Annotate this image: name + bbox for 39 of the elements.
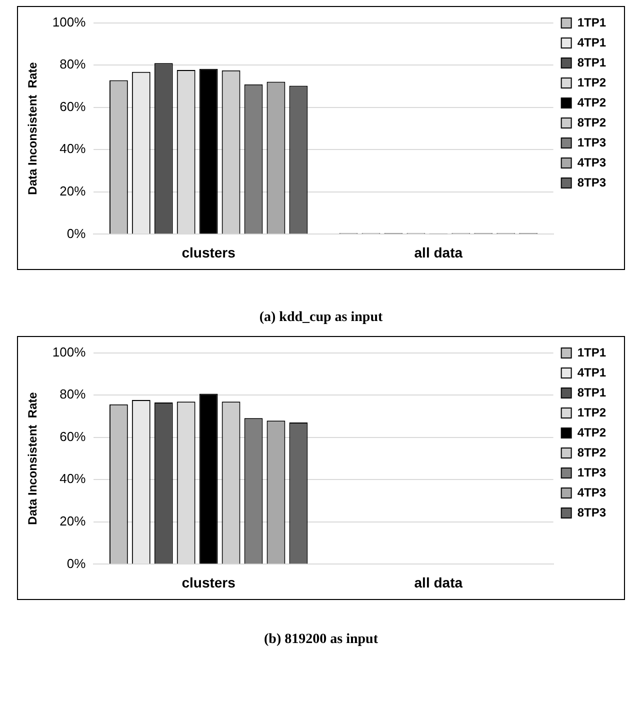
legend-label: 4TP1 [577, 35, 606, 50]
y-tick-label: 100% [52, 344, 86, 360]
x-tick-label: clusters [182, 574, 236, 590]
y-tick-label: 40% [60, 471, 86, 486]
y-tick-label: 80% [60, 56, 86, 72]
text: (a) kdd_cup as input [258, 309, 384, 327]
x-tick-label: all data [414, 574, 463, 590]
legend-label: 8TP2 [577, 115, 606, 130]
legend-label: 4TP2 [577, 95, 606, 110]
y-tick-label: 100% [52, 14, 86, 30]
legend-label: 1TP2 [577, 405, 606, 420]
y-tick-label: 60% [60, 98, 86, 114]
legend-label: 1TP1 [577, 15, 606, 30]
y-axis-title: Data Inconsistent Rate [26, 62, 40, 195]
legend-label: 1TP3 [577, 465, 606, 480]
bar [199, 68, 218, 234]
text: (b) 819200 as input [263, 631, 379, 649]
y-tick-label: 60% [60, 428, 86, 444]
legend-label: 1TP2 [577, 75, 606, 90]
y-tick-label: 40% [60, 141, 86, 156]
legend-label: 1TP1 [577, 345, 606, 360]
y-tick-label: 20% [60, 184, 86, 198]
legend-label: 4TP3 [577, 155, 606, 170]
legend-label: 4TP2 [577, 425, 606, 440]
legend-label: 1TP3 [577, 135, 606, 150]
legend-label: 8TP3 [577, 175, 606, 190]
y-tick-label: 0% [66, 226, 86, 241]
legend-label: 8TP1 [577, 55, 606, 70]
legend-label: 8TP2 [577, 445, 606, 460]
legend-label: 8TP3 [577, 505, 606, 520]
y-tick-label: 20% [60, 514, 86, 528]
legend-label: 8TP1 [577, 385, 606, 400]
y-tick-label: 80% [60, 386, 86, 402]
x-tick-label: all data [414, 244, 463, 260]
x-tick-label: clusters [182, 244, 236, 260]
y-tick-label: 0% [66, 556, 86, 571]
y-axis-title: Data Inconsistent Rate [26, 392, 40, 525]
legend-label: 4TP1 [577, 365, 606, 380]
legend-label: 4TP3 [577, 485, 606, 500]
